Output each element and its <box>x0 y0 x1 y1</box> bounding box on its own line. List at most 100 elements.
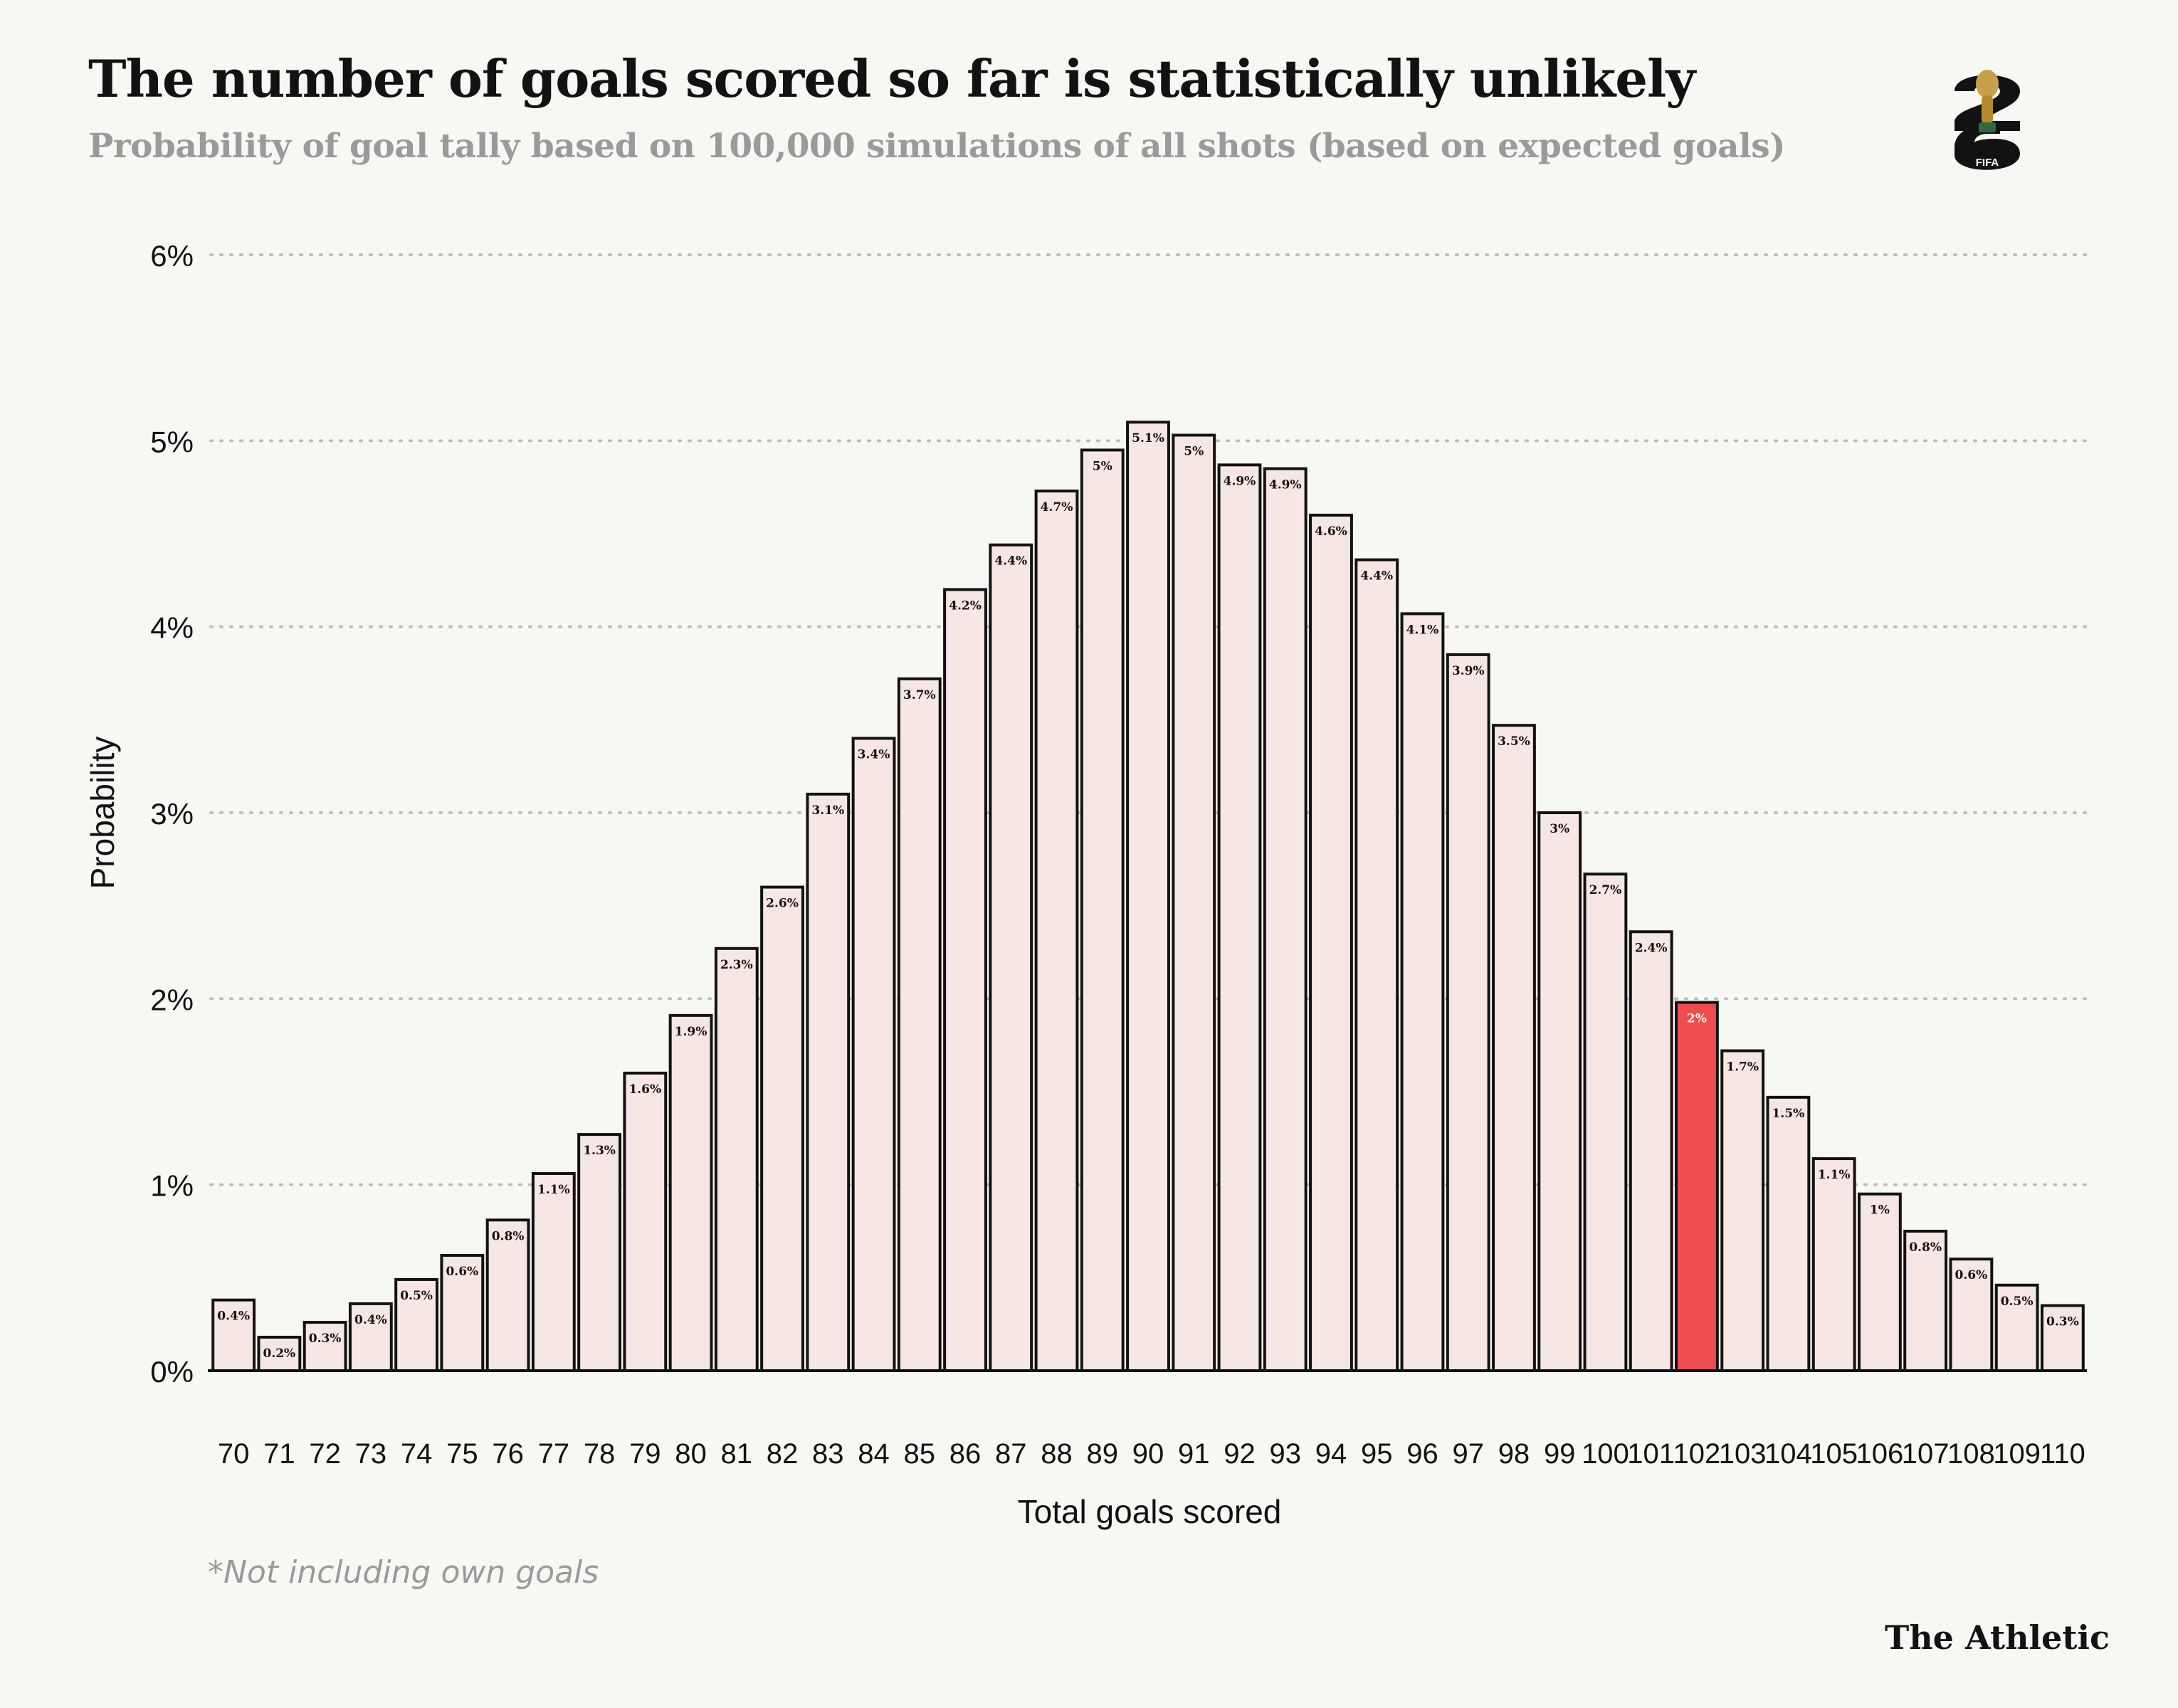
x-tick-label: 72 <box>309 1438 341 1470</box>
bar-value-label: 1% <box>1870 1203 1890 1218</box>
x-tick-label: 74 <box>401 1438 433 1470</box>
bar <box>1903 1230 1948 1372</box>
logo-text: FIFA <box>1976 157 1999 169</box>
bar-value-label: 0.8% <box>492 1229 525 1243</box>
bar-highlighted <box>1675 1001 1719 1373</box>
bar <box>851 737 896 1372</box>
x-tick-label: 94 <box>1315 1438 1347 1470</box>
x-tick-label: 75 <box>446 1438 478 1470</box>
x-tick-label: 81 <box>721 1438 753 1470</box>
bar <box>302 1321 347 1373</box>
x-tick-label: 109 <box>1993 1438 2041 1470</box>
bar <box>1263 467 1308 1372</box>
bar <box>943 588 987 1372</box>
x-tick-label: 71 <box>263 1438 295 1470</box>
bar-value-label: 4.9% <box>1224 474 1256 488</box>
bar-value-label: 0.5% <box>2001 1295 2034 1309</box>
x-tick-label: 87 <box>995 1438 1027 1470</box>
x-tick-label: 104 <box>1764 1438 1812 1470</box>
x-tick-label: 86 <box>949 1438 982 1470</box>
bar <box>668 1013 713 1373</box>
bar <box>577 1133 621 1373</box>
bar <box>440 1253 485 1373</box>
x-tick-label: 103 <box>1719 1438 1767 1470</box>
bar-value-label: 3.4% <box>858 747 890 761</box>
bar-value-label: 4.4% <box>994 554 1027 569</box>
bar-value-label: 3% <box>1550 822 1569 836</box>
x-tick-label: 89 <box>1087 1438 1119 1470</box>
footnote: *Not including own goals <box>208 1554 599 1591</box>
bar-value-label: 5% <box>1093 459 1112 473</box>
bar-value-label: 4.2% <box>949 599 982 613</box>
bar <box>1217 463 1262 1372</box>
bar <box>1126 421 1170 1373</box>
brand-logo-text: The Athletic <box>1885 1618 2110 1657</box>
bar-value-label: 0.4% <box>354 1313 387 1327</box>
x-tick-label: 88 <box>1041 1438 1073 1470</box>
x-tick-label: 95 <box>1361 1438 1393 1470</box>
y-tick-label: 2% <box>150 983 194 1016</box>
bar-value-label: 1.5% <box>1772 1107 1805 1121</box>
bar-value-label: 4.9% <box>1269 478 1302 492</box>
bar-value-label: 2.6% <box>766 897 799 911</box>
y-tick-label: 5% <box>150 425 194 458</box>
bar-value-label: 0.3% <box>309 1332 342 1346</box>
x-tick-label: 110 <box>2040 1438 2085 1470</box>
bar-value-label: 1.3% <box>583 1144 616 1158</box>
bar <box>989 543 1033 1372</box>
chart-subtitle: Probability of goal tally based on 100,0… <box>88 127 1785 166</box>
bar-value-label: 0.6% <box>1955 1268 1988 1282</box>
x-tick-label: 82 <box>767 1438 799 1470</box>
bar-value-label: 4.4% <box>1360 569 1393 584</box>
x-tick-label: 108 <box>1947 1438 1995 1470</box>
x-tick-label: 101 <box>1627 1438 1675 1470</box>
bar-value-label: 0.4% <box>217 1309 250 1324</box>
bar-value-label: 0.6% <box>446 1265 478 1279</box>
bar <box>1857 1192 1902 1372</box>
x-tick-label: 102 <box>1673 1438 1721 1470</box>
y-tick-label: 4% <box>150 611 194 645</box>
x-tick-label: 77 <box>538 1438 570 1470</box>
x-tick-label: 100 <box>1582 1438 1629 1470</box>
bar-value-label: 0.3% <box>2046 1315 2079 1329</box>
x-tick-label: 79 <box>629 1438 661 1470</box>
bar <box>1354 558 1399 1372</box>
bar <box>897 677 942 1372</box>
x-tick-label: 99 <box>1544 1438 1576 1470</box>
bar-value-label: 2.7% <box>1589 883 1622 897</box>
bar-value-label: 1.1% <box>537 1183 570 1197</box>
y-tick-label: 3% <box>150 797 194 831</box>
bar <box>1446 653 1490 1372</box>
bar <box>1949 1258 1994 1372</box>
x-tick-label: 92 <box>1224 1438 1256 1470</box>
x-tick-label: 96 <box>1406 1438 1438 1470</box>
x-tick-label: 93 <box>1269 1438 1301 1470</box>
x-tick-label: 107 <box>1902 1438 1950 1470</box>
x-tick-label: 70 <box>218 1438 250 1470</box>
bar <box>623 1071 668 1373</box>
bar <box>1309 513 1353 1372</box>
bar <box>1766 1095 1811 1372</box>
bar-value-label: 1.1% <box>1818 1168 1851 1182</box>
bar-value-label: 5.1% <box>1132 431 1164 446</box>
bar <box>1537 811 1582 1372</box>
x-tick-label: 106 <box>1856 1438 1904 1470</box>
bar-value-label: 4.1% <box>1406 623 1439 637</box>
logo-numeral-6 <box>1955 125 2020 170</box>
bar <box>806 792 851 1373</box>
bar <box>1629 930 1673 1372</box>
x-tick-label: 105 <box>1810 1438 1858 1470</box>
x-tick-label: 98 <box>1498 1438 1530 1470</box>
y-tick-label: 1% <box>150 1169 194 1203</box>
bar <box>348 1302 393 1373</box>
x-tick-label: 80 <box>675 1438 707 1470</box>
bar-value-label: 0.5% <box>400 1289 433 1303</box>
x-tick-label: 97 <box>1452 1438 1484 1470</box>
x-tick-label: 85 <box>904 1438 936 1470</box>
y-tick-label: 0% <box>150 1355 194 1388</box>
x-tick-label: 90 <box>1132 1438 1164 1470</box>
x-tick-label: 73 <box>355 1438 387 1470</box>
x-tick-label: 83 <box>812 1438 844 1470</box>
x-tick-label: 84 <box>858 1438 890 1470</box>
